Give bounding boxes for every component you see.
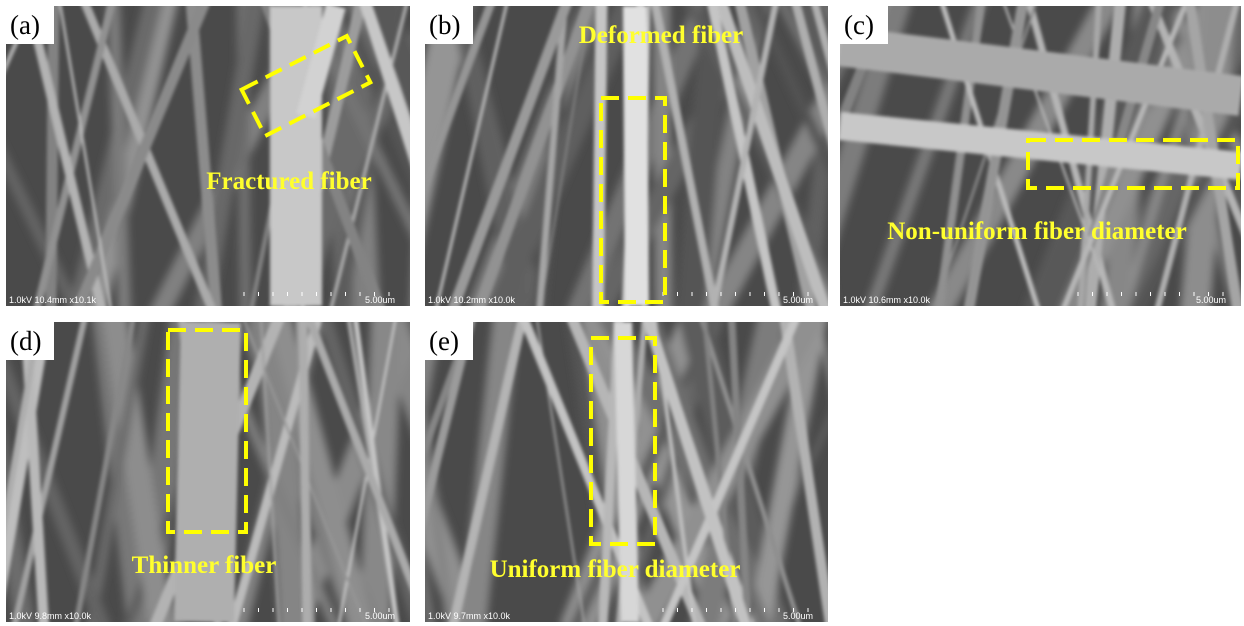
annotation: Fractured fiber bbox=[206, 168, 371, 195]
panel-label: (e) bbox=[429, 326, 459, 356]
sem-info: 1.0kV 10.6mm x10.0k bbox=[843, 295, 931, 305]
fiber-main bbox=[635, 6, 637, 306]
sem-info: 1.0kV 10.2mm x10.0k bbox=[428, 295, 516, 305]
fiber bbox=[891, 312, 899, 626]
annotation: Non-uniform fiber diameter bbox=[887, 218, 1187, 245]
sem-info: 1.0kV 10.4mm x10.1k bbox=[9, 295, 97, 305]
sem-scale: 5.00um bbox=[783, 295, 813, 305]
sem-info: 1.0kV 9.8mm x10.0k bbox=[9, 611, 92, 621]
annotation: Thinner fiber bbox=[132, 552, 277, 579]
sem-info: 1.0kV 9.7mm x10.0k bbox=[428, 611, 511, 621]
figure: 1.0kV 10.4mm x10.1k 5.00um Fractured fiber… bbox=[0, 0, 1244, 626]
panel-label: (b) bbox=[429, 10, 460, 40]
fiber bbox=[51, 0, 54, 316]
fiber bbox=[303, 312, 307, 626]
panel-label: (a) bbox=[10, 10, 40, 40]
annotation: Uniform fiber diameter bbox=[490, 556, 741, 583]
fiber bbox=[409, 312, 417, 626]
sem-panel: 1.0kV 9.7mm x10.0k 5.00um Uniform fiber di… bbox=[352, 312, 899, 626]
panel-label: (d) bbox=[10, 326, 41, 356]
sem-scale: 5.00um bbox=[365, 611, 395, 621]
sem-scale: 5.00um bbox=[1196, 295, 1226, 305]
panel-label: (c) bbox=[844, 10, 874, 40]
sem-scale: 5.00um bbox=[365, 295, 395, 305]
annotation: Deformed fiber bbox=[579, 22, 744, 49]
sem-scale: 5.00um bbox=[783, 611, 813, 621]
